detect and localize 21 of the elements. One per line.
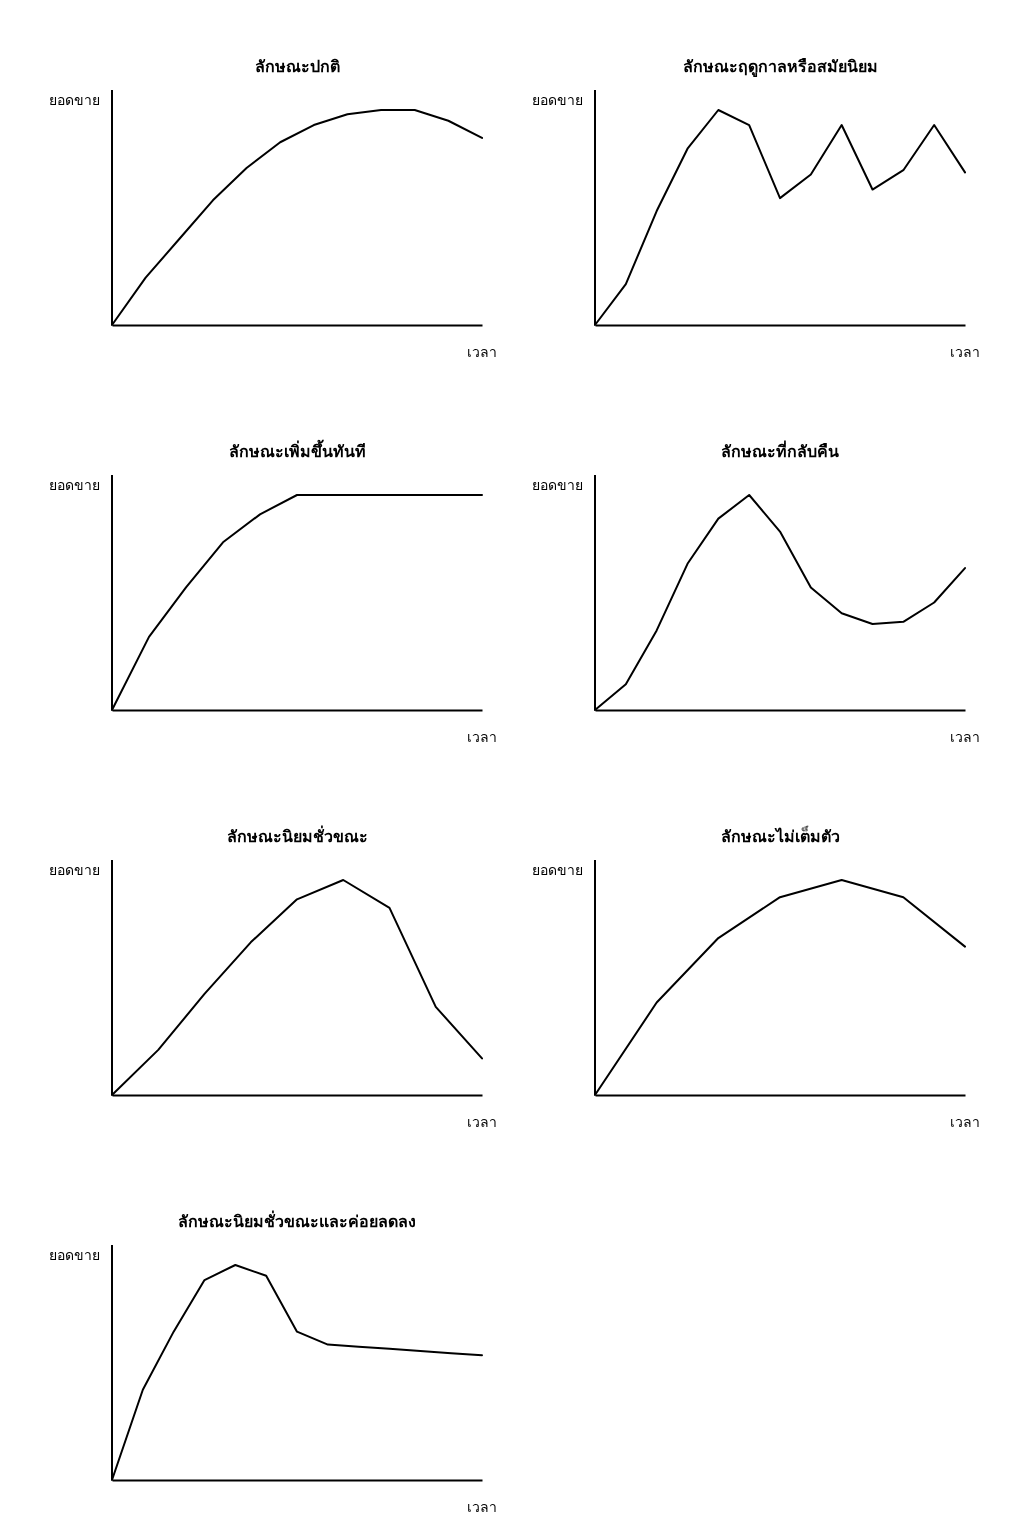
- y-axis-title: ยอดขาย: [532, 477, 583, 493]
- x-axis-title: เวลา: [467, 729, 497, 745]
- chart-title: ลักษณะปกติ: [254, 57, 340, 76]
- chart-title: ลักษณะไม่เต็มตัว: [720, 825, 840, 846]
- y-axis-title: ยอดขาย: [49, 477, 100, 493]
- x-axis-title: เวลา: [950, 729, 980, 745]
- y-axis-title: ยอดขาย: [532, 92, 583, 108]
- x-axis-title: เวลา: [950, 344, 980, 360]
- x-axis-title: เวลา: [950, 1114, 980, 1130]
- chart-title: ลักษณะฤดูกาลหรือสมัยนิยม: [682, 57, 878, 78]
- y-axis-title: ยอดขาย: [49, 862, 100, 878]
- y-axis-title: ยอดขาย: [532, 862, 583, 878]
- chart-title: ลักษณะที่กลับคืน: [721, 440, 839, 461]
- x-axis-title: เวลา: [467, 344, 497, 360]
- y-axis-title: ยอดขาย: [49, 1247, 100, 1263]
- chart-title: ลักษณะนิยมชั่วขณะและค่อยลดลง: [178, 1210, 416, 1231]
- x-axis-title: เวลา: [467, 1114, 497, 1130]
- y-axis-title: ยอดขาย: [49, 92, 100, 108]
- chart-title: ลักษณะนิยมชั่วขณะ: [226, 825, 368, 846]
- x-axis-title: เวลา: [467, 1499, 497, 1514]
- chart-title: ลักษณะเพิ่มขึ้นทันที: [228, 439, 366, 461]
